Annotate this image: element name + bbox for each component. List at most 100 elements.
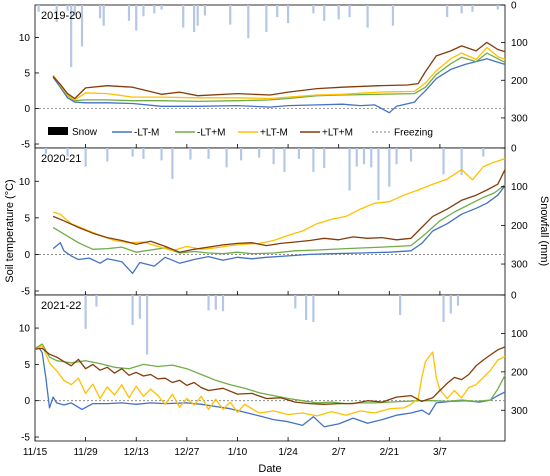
snow-bar — [55, 5, 58, 22]
snow-bar — [221, 295, 225, 312]
snow-bar — [388, 148, 391, 187]
y-tick-label: 10 — [19, 177, 31, 188]
y2-tick-label: 300 — [511, 406, 528, 417]
snow-bar — [312, 295, 315, 322]
x-tick-label: 11/15 — [23, 447, 48, 458]
legend-label: +LT-M — [260, 128, 288, 139]
x-tick-label: 1/10 — [228, 447, 248, 458]
snow-bar — [207, 148, 210, 159]
series-line-+LT-M — [52, 46, 506, 101]
y2-axis-label: Snowfall (mm) — [538, 196, 550, 266]
snow-bar — [442, 148, 445, 175]
panel-title: 2020-21 — [41, 153, 81, 165]
snow-bar — [131, 148, 134, 157]
y2-tick-label: 0 — [511, 1, 517, 12]
snow-bar — [283, 148, 286, 172]
snow-bar — [442, 295, 445, 322]
snow-bar — [229, 5, 232, 25]
y-tick-label: 5 — [24, 68, 30, 79]
legend-label: -LT-M — [134, 128, 159, 139]
snow-bar — [145, 295, 149, 355]
snow-bar — [142, 148, 145, 159]
panel-frame — [34, 294, 506, 442]
x-tick-label: 2/7 — [332, 447, 346, 458]
y-tick-label: 5 — [24, 213, 30, 224]
snow-bar — [247, 5, 250, 39]
legend-label: Snow — [72, 127, 98, 138]
snow-bar — [102, 5, 105, 26]
series-line--LT-M — [52, 58, 506, 114]
panel-frame — [34, 4, 506, 149]
y2-tick-label: 0 — [511, 144, 517, 155]
legend: Snow -LT-M -LT+M +LT-M +LT+M Freezing — [48, 127, 433, 139]
snow-bar — [66, 148, 69, 157]
x-axis-label: Date — [258, 463, 281, 475]
snow-bar — [460, 5, 463, 14]
series-line-+LT-M — [52, 157, 506, 252]
snow-bar — [95, 295, 98, 307]
x-tick-label: 12/27 — [174, 447, 199, 458]
snow-bar — [272, 148, 275, 165]
y2-tick-label: 200 — [511, 221, 528, 232]
series-line--LT+M — [34, 343, 506, 405]
y-tick-label: 0 — [24, 104, 30, 115]
snow-bar — [37, 5, 40, 12]
snow-bar — [305, 295, 308, 320]
x-tick-label: 3/7 — [433, 447, 447, 458]
snow-bar — [399, 295, 402, 315]
series-line-+LT+M — [52, 41, 506, 100]
snow-bar — [276, 5, 279, 18]
snow-bar — [265, 5, 268, 33]
y2-tick-label: 100 — [511, 182, 528, 193]
snow-bar — [446, 5, 449, 18]
legend-swatch-snow — [48, 127, 68, 135]
snow-bar — [142, 5, 145, 17]
snow-bar — [225, 148, 228, 168]
snow-bar — [160, 148, 163, 161]
snow-bar — [127, 5, 131, 21]
snow-bar — [258, 148, 261, 158]
y-tick-label: 0 — [24, 396, 30, 407]
snow-bar — [66, 5, 69, 11]
snow-bar — [189, 148, 192, 160]
snow-bar — [135, 5, 138, 31]
panel-title: 2019-20 — [41, 10, 81, 22]
y2-tick-label: 200 — [511, 76, 528, 87]
snow-bar — [312, 148, 315, 172]
y-tick-label: -5 — [21, 287, 30, 298]
snow-bar — [182, 5, 185, 28]
snow-bar — [44, 148, 47, 154]
snow-bar — [70, 5, 73, 68]
snow-bar — [395, 148, 398, 165]
snow-bar — [73, 5, 76, 16]
snow-bar — [294, 295, 297, 309]
snow-bar — [312, 5, 315, 14]
series-line--LT-M — [52, 185, 506, 275]
snow-bar — [192, 5, 196, 33]
snow-bar — [496, 5, 499, 10]
snow-bar — [98, 5, 102, 19]
snow-bar — [456, 295, 460, 306]
panel-frame — [34, 147, 506, 296]
y2-tick-label: 300 — [511, 113, 528, 124]
snow-bar — [337, 5, 340, 20]
y2-tick-label: 0 — [511, 291, 517, 302]
y-axis-label: Soil temperature (°C) — [4, 179, 16, 282]
y2-tick-label: 100 — [511, 38, 528, 49]
snow-bar — [323, 5, 326, 21]
x-tick-label: 1/24 — [278, 447, 298, 458]
x-tick-label: 12/13 — [124, 447, 149, 458]
snow-bar — [84, 148, 87, 167]
snow-bar — [482, 148, 485, 157]
snow-bar — [207, 295, 210, 311]
snow-bar — [203, 5, 207, 16]
series-line-+LT+M — [34, 346, 506, 405]
snow-bar — [348, 148, 351, 191]
series-line--LT+M — [52, 184, 506, 255]
series-line--LT+M — [52, 52, 506, 103]
y-tick-label: 10 — [19, 324, 31, 335]
